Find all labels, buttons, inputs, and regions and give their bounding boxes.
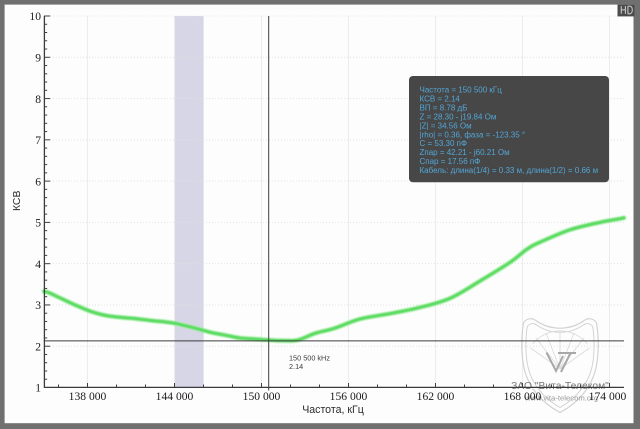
svg-text:КСВ: КСВ: [12, 191, 23, 211]
svg-text:Z = 28.30 - j19.84 Ом: Z = 28.30 - j19.84 Ом: [420, 112, 497, 121]
svg-text:5: 5: [35, 217, 41, 230]
svg-text:138 000: 138 000: [69, 390, 107, 403]
svg-text:Спар = 17.56 пФ: Спар = 17.56 пФ: [420, 157, 481, 166]
svg-text:8: 8: [35, 93, 41, 106]
svg-text:156 000: 156 000: [330, 390, 368, 403]
svg-text:174 000: 174 000: [589, 390, 627, 403]
svg-text:Кабель: длина(1/4) = 0.33 м, д: Кабель: длина(1/4) = 0.33 м, длина(1/2) …: [420, 166, 599, 175]
svg-text:168 000: 168 000: [504, 390, 542, 403]
svg-text:2: 2: [35, 340, 41, 353]
svg-text:3: 3: [35, 299, 41, 312]
svg-text:7: 7: [35, 134, 41, 147]
svg-text:150 000: 150 000: [243, 390, 281, 403]
svg-text:9: 9: [35, 51, 41, 64]
svg-text:162 000: 162 000: [417, 390, 455, 403]
svg-text:ВП = 8.78 дБ: ВП = 8.78 дБ: [420, 103, 468, 112]
svg-text:C = 53.30 пФ: C = 53.30 пФ: [420, 139, 468, 148]
svg-text:|Z| = 34.56 Ом: |Z| = 34.56 Ом: [420, 121, 472, 130]
svg-text:|rho| = 0.36, фаза = -123.35 °: |rho| = 0.36, фаза = -123.35 °: [420, 130, 526, 139]
svg-text:Частота, кГц: Частота, кГц: [302, 404, 364, 416]
svg-text:Zпар = 42.21 - j60.21 Ом: Zпар = 42.21 - j60.21 Ом: [420, 148, 510, 157]
svg-text:2.14: 2.14: [289, 362, 303, 371]
svg-text:150 500 kHz: 150 500 kHz: [289, 353, 330, 362]
svg-text:1: 1: [35, 382, 41, 395]
svg-text:4: 4: [35, 258, 41, 271]
svg-text:ЗАО "Вита-Телеком": ЗАО "Вита-Телеком": [511, 381, 609, 392]
svg-text:6: 6: [35, 175, 41, 188]
svg-text:КСВ = 2.14: КСВ = 2.14: [420, 95, 461, 104]
svg-text:www.vita-telecom.org: www.vita-telecom.org: [524, 394, 598, 403]
svg-text:Частота = 150 500 кГц: Частота = 150 500 кГц: [420, 86, 503, 95]
svg-text:144 000: 144 000: [156, 390, 194, 403]
svg-text:10: 10: [29, 10, 41, 23]
